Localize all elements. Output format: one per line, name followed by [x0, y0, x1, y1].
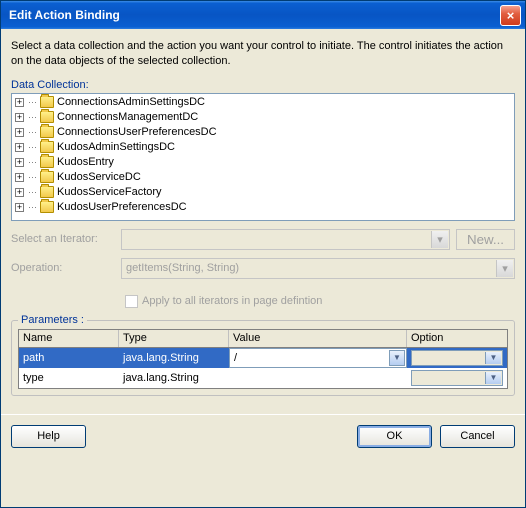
cell-value[interactable]: /▼ — [229, 348, 407, 368]
tree-item[interactable]: +⋯ KudosServiceFactory — [12, 185, 514, 200]
table-row[interactable]: typejava.lang.String ▼ — [19, 368, 507, 388]
apply-all-checkbox — [125, 295, 138, 308]
parameters-fieldset: Parameters : Name Type Value Option path… — [11, 320, 515, 396]
folder-icon — [40, 126, 54, 138]
description-text: Select a data collection and the action … — [11, 39, 515, 69]
chevron-down-icon[interactable]: ▼ — [485, 372, 501, 384]
close-icon: × — [507, 8, 515, 23]
data-collection-tree[interactable]: +⋯ConnectionsAdminSettingsDC+⋯Connection… — [11, 93, 515, 221]
folder-icon — [40, 186, 54, 198]
help-button[interactable]: Help — [11, 425, 86, 448]
tree-connector: ⋯ — [27, 97, 37, 108]
cell-type: java.lang.String — [119, 348, 229, 368]
tree-connector: ⋯ — [27, 202, 37, 213]
operation-select: getItems(String, String) ▾ — [121, 258, 515, 279]
cell-option[interactable]: ▼ — [407, 368, 507, 388]
tree-item-label: ConnectionsAdminSettingsDC — [57, 96, 205, 108]
col-header-option[interactable]: Option — [407, 330, 507, 347]
tree-connector: ⋯ — [27, 112, 37, 123]
title-bar: Edit Action Binding × — [1, 1, 525, 29]
ok-button[interactable]: OK — [357, 425, 432, 448]
button-bar: Help OK Cancel — [1, 414, 525, 458]
cell-name: path — [19, 348, 119, 368]
cell-name: type — [19, 368, 119, 388]
table-row[interactable]: pathjava.lang.String/▼▼ — [19, 348, 507, 368]
cell-option[interactable]: ▼ — [407, 348, 507, 368]
expand-icon[interactable]: + — [15, 143, 24, 152]
folder-icon — [40, 156, 54, 168]
expand-icon[interactable]: + — [15, 188, 24, 197]
parameters-table: Name Type Value Option pathjava.lang.Str… — [18, 329, 508, 389]
col-header-type[interactable]: Type — [119, 330, 229, 347]
tree-item[interactable]: +⋯ ConnectionsManagementDC — [12, 110, 514, 125]
chevron-down-icon: ▾ — [496, 260, 513, 277]
tree-item[interactable]: +⋯ ConnectionsAdminSettingsDC — [12, 95, 514, 110]
cell-value[interactable] — [229, 368, 407, 388]
tree-item[interactable]: +⋯ KudosEntry — [12, 155, 514, 170]
apply-all-checkbox-row: Apply to all iterators in page defintion — [125, 295, 515, 308]
cell-type: java.lang.String — [119, 368, 229, 388]
tree-item-label: ConnectionsUserPreferencesDC — [57, 126, 217, 138]
value-text: / — [234, 352, 237, 364]
tree-item[interactable]: +⋯ ConnectionsUserPreferencesDC — [12, 125, 514, 140]
tree-item[interactable]: +⋯ KudosServiceDC — [12, 170, 514, 185]
col-header-value[interactable]: Value — [229, 330, 407, 347]
folder-icon — [40, 96, 54, 108]
folder-icon — [40, 111, 54, 123]
tree-connector: ⋯ — [27, 172, 37, 183]
tree-connector: ⋯ — [27, 157, 37, 168]
window-title: Edit Action Binding — [9, 8, 500, 22]
tree-item-label: KudosEntry — [57, 156, 114, 168]
close-button[interactable]: × — [500, 5, 521, 26]
tree-item[interactable]: +⋯ KudosAdminSettingsDC — [12, 140, 514, 155]
tree-item-label: KudosAdminSettingsDC — [57, 141, 175, 153]
tree-item-label: ConnectionsManagementDC — [57, 111, 198, 123]
expand-icon[interactable]: + — [15, 113, 24, 122]
iterator-label: Select an Iterator: — [11, 233, 115, 245]
expand-icon[interactable]: + — [15, 173, 24, 182]
dialog-content: Select a data collection and the action … — [1, 29, 525, 396]
tree-connector: ⋯ — [27, 187, 37, 198]
expand-icon[interactable]: + — [15, 158, 24, 167]
tree-item-label: KudosServiceDC — [57, 171, 141, 183]
tree-item-label: KudosUserPreferencesDC — [57, 201, 187, 213]
tree-connector: ⋯ — [27, 127, 37, 138]
new-iterator-button: New... — [456, 229, 515, 250]
folder-icon — [40, 171, 54, 183]
tree-connector: ⋯ — [27, 142, 37, 153]
expand-icon[interactable]: + — [15, 128, 24, 137]
expand-icon[interactable]: + — [15, 98, 24, 107]
chevron-down-icon[interactable]: ▼ — [389, 350, 405, 366]
option-select[interactable]: ▼ — [411, 350, 503, 366]
parameters-legend: Parameters : — [18, 314, 87, 326]
chevron-down-icon[interactable]: ▼ — [485, 352, 501, 364]
folder-icon — [40, 141, 54, 153]
option-select[interactable]: ▼ — [411, 370, 503, 386]
parameters-header: Name Type Value Option — [19, 330, 507, 348]
tree-item[interactable]: +⋯ KudosUserPreferencesDC — [12, 200, 514, 215]
value-input[interactable]: /▼ — [229, 348, 407, 368]
folder-icon — [40, 201, 54, 213]
tree-item-label: KudosServiceFactory — [57, 186, 162, 198]
chevron-down-icon: ▾ — [431, 231, 448, 248]
col-header-name[interactable]: Name — [19, 330, 119, 347]
operation-value: getItems(String, String) — [126, 262, 239, 274]
cancel-button[interactable]: Cancel — [440, 425, 515, 448]
iterator-select: ▾ — [121, 229, 450, 250]
expand-icon[interactable]: + — [15, 203, 24, 212]
data-collection-label: Data Collection: — [11, 79, 515, 91]
apply-all-label: Apply to all iterators in page defintion — [142, 295, 322, 307]
operation-label: Operation: — [11, 262, 115, 274]
